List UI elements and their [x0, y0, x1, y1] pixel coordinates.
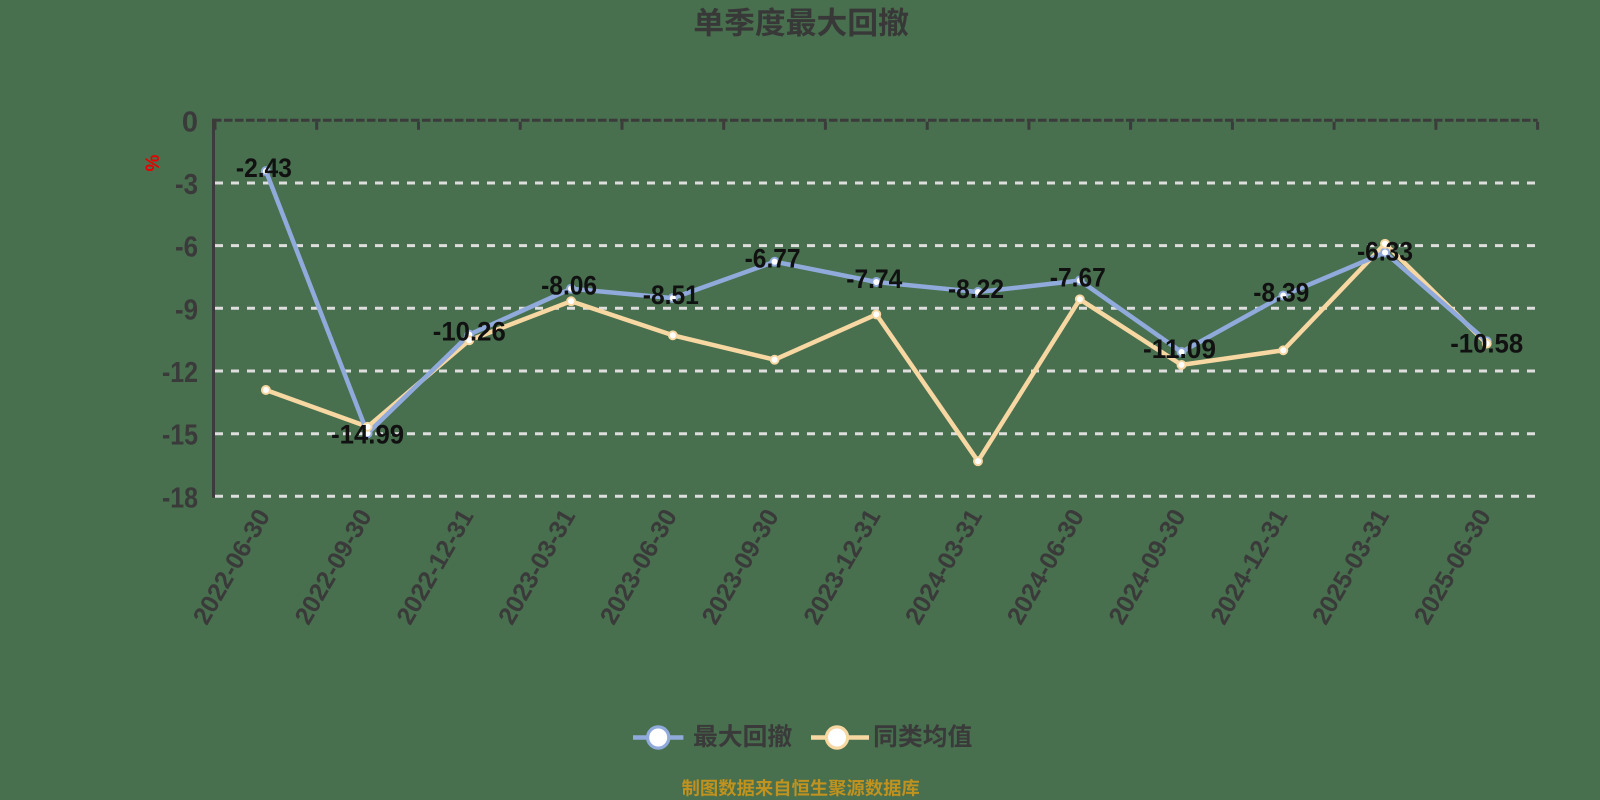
svg-text:%: %	[143, 154, 164, 171]
svg-text:-2.43: -2.43	[236, 153, 292, 183]
svg-text:-6.33: -6.33	[1357, 237, 1413, 267]
svg-text:-10.26: -10.26	[433, 317, 506, 347]
svg-text:0: 0	[182, 106, 198, 138]
svg-text:-15: -15	[162, 420, 198, 452]
svg-text:-10.58: -10.58	[1450, 328, 1523, 358]
svg-text:-14.99: -14.99	[331, 419, 404, 449]
svg-text:-8.39: -8.39	[1253, 278, 1309, 308]
svg-text:-11.09: -11.09	[1143, 334, 1216, 364]
svg-text:-8.06: -8.06	[541, 271, 597, 301]
svg-text:-6.77: -6.77	[745, 244, 801, 274]
svg-text:-3: -3	[175, 169, 198, 201]
svg-text:-7.74: -7.74	[846, 264, 902, 294]
svg-text:-12: -12	[162, 357, 198, 389]
svg-text:-8.51: -8.51	[643, 280, 699, 310]
svg-text:-9: -9	[175, 294, 198, 326]
svg-text:-18: -18	[162, 482, 198, 514]
svg-text:-7.67: -7.67	[1050, 263, 1106, 293]
svg-text:-8.22: -8.22	[948, 274, 1004, 304]
svg-text:-6: -6	[175, 232, 198, 264]
